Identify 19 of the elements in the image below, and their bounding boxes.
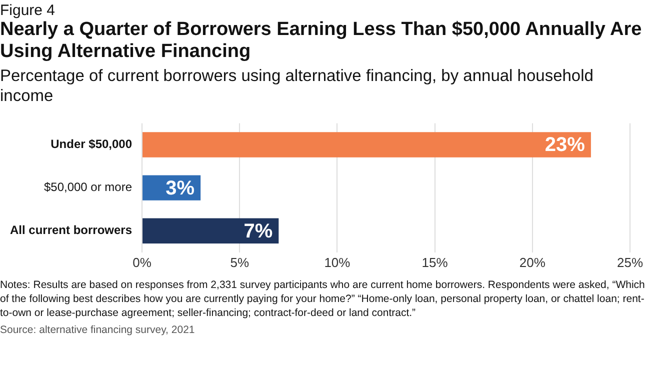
y-tick-label: All current borrowers — [10, 223, 132, 238]
source-note: Source: alternative financing survey, 2021 — [0, 324, 196, 336]
y-tick-label: $50,000 or more — [44, 180, 132, 194]
data-label: 3% — [166, 177, 195, 200]
caption: Figure 4 — [0, 2, 56, 19]
chart-title: Nearly a Quarter of Borrowers Earning Less Than $50,000 Annually Are Using Alternative Financing — [0, 19, 643, 63]
x-tick-label: 25% — [616, 254, 644, 270]
x-tick-label: 10% — [324, 254, 351, 270]
data-label: 7% — [244, 220, 273, 242]
data-label: 23% — [544, 134, 586, 156]
chart-subtitle: Percentage of current borrowers using alternative financing, by annual household income — [0, 66, 594, 106]
bar — [142, 132, 591, 158]
x-tick-label: 5% — [230, 254, 250, 270]
bar — [142, 218, 279, 244]
text: Notes: Results are based on responses from 2,331 survey participants who are current home borrowers. Respondents were asked, “Which of the following best describes how you are currently paying for your home?” “Home-only loan, personal property loan, or chattel loan; rent-to-own or lease-purchase agreement; seller-financing; contract-for-deed or land contract.” — [0, 278, 646, 320]
y-tick-label: Under $50,000 — [50, 137, 132, 152]
x-tick-label: 0% — [132, 254, 152, 270]
x-tick-label: 20% — [519, 254, 546, 270]
x-tick-label: 15% — [422, 254, 448, 270]
